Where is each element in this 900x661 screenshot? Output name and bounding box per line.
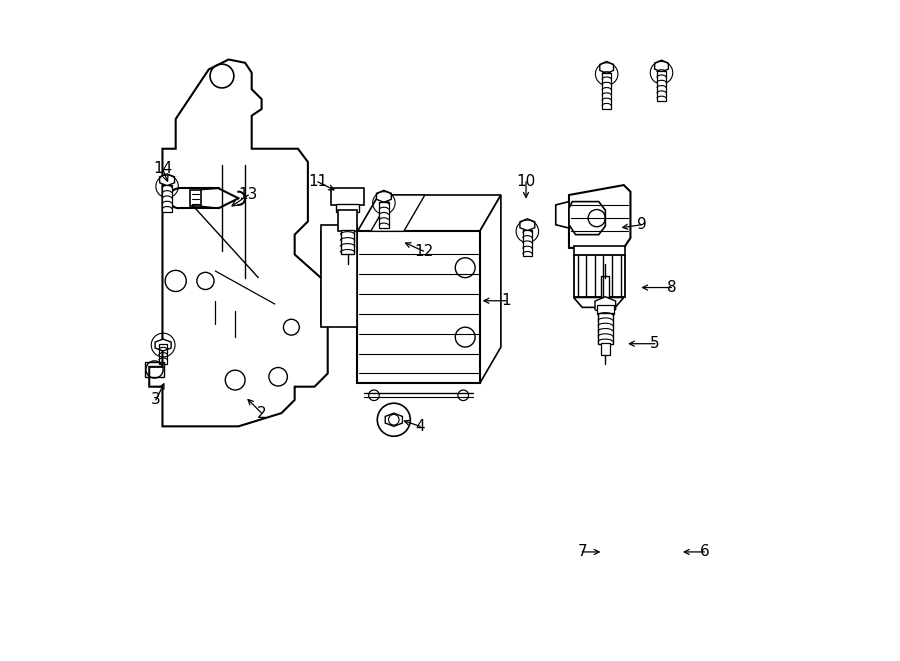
Text: 5: 5 — [650, 336, 660, 351]
Bar — [324, 286, 351, 321]
Polygon shape — [595, 297, 616, 314]
Bar — [657, 71, 666, 101]
Text: 10: 10 — [517, 175, 535, 189]
Polygon shape — [569, 202, 606, 235]
Polygon shape — [573, 297, 624, 307]
Bar — [338, 210, 356, 231]
Polygon shape — [599, 61, 614, 73]
Polygon shape — [321, 225, 357, 327]
Text: 12: 12 — [414, 244, 433, 258]
Text: 1: 1 — [501, 293, 511, 308]
Bar — [163, 185, 172, 212]
Polygon shape — [159, 174, 175, 186]
Polygon shape — [385, 413, 402, 426]
Bar — [331, 188, 364, 205]
Bar — [598, 313, 613, 344]
Polygon shape — [149, 59, 328, 426]
Polygon shape — [155, 339, 171, 351]
Text: 9: 9 — [637, 217, 646, 232]
Bar — [321, 281, 356, 324]
Text: 13: 13 — [238, 188, 258, 202]
Bar — [597, 305, 614, 314]
Polygon shape — [654, 60, 669, 72]
Bar — [601, 276, 609, 297]
Text: 14: 14 — [153, 161, 172, 176]
Bar — [321, 231, 356, 274]
Bar — [602, 73, 611, 109]
Bar — [324, 236, 351, 271]
Polygon shape — [371, 195, 425, 231]
Text: 3: 3 — [151, 393, 161, 407]
Text: 2: 2 — [256, 406, 266, 420]
Bar — [573, 246, 625, 256]
Bar — [357, 231, 480, 383]
Bar — [379, 202, 389, 228]
Bar — [190, 190, 201, 206]
Bar — [600, 343, 610, 355]
Bar — [573, 255, 625, 297]
Polygon shape — [357, 195, 501, 231]
Polygon shape — [556, 202, 569, 228]
Text: 7: 7 — [578, 545, 587, 559]
Polygon shape — [569, 185, 631, 248]
Bar — [336, 204, 359, 212]
Polygon shape — [480, 195, 501, 383]
Bar — [145, 362, 165, 377]
Bar — [341, 230, 355, 254]
Text: 11: 11 — [308, 175, 328, 189]
Bar — [523, 230, 532, 256]
Polygon shape — [520, 219, 535, 231]
Polygon shape — [376, 190, 392, 202]
Text: 6: 6 — [699, 545, 709, 559]
Text: 8: 8 — [667, 280, 676, 295]
Text: 4: 4 — [416, 419, 425, 434]
Bar — [159, 344, 167, 364]
